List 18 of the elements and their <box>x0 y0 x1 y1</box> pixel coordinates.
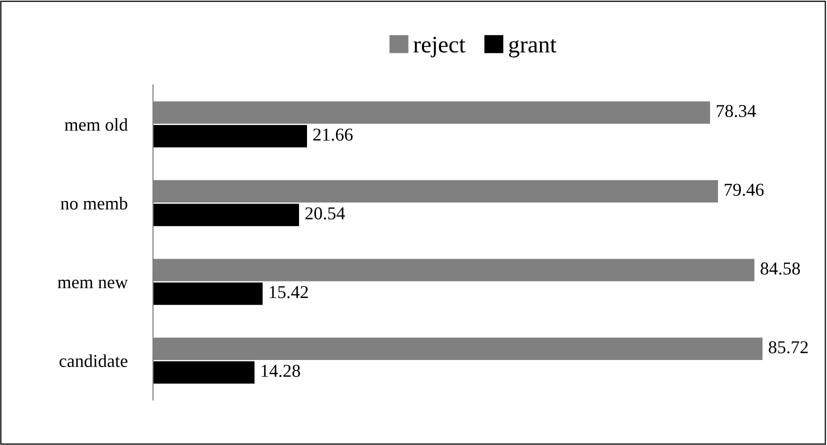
data-label: 21.66 <box>313 128 353 141</box>
data-label: 20.54 <box>305 207 345 220</box>
data-label: 84.58 <box>760 262 800 275</box>
y-tick-label: mem old <box>64 118 128 131</box>
bar <box>153 282 263 305</box>
legend-label: reject <box>414 36 466 58</box>
bar <box>153 361 255 384</box>
data-label: 14.28 <box>262 364 300 378</box>
data-label: 85.72 <box>768 341 808 354</box>
data-label: 79.46 <box>724 184 764 196</box>
legend-label: grant <box>509 39 556 58</box>
data-label: 15.42 <box>270 286 308 298</box>
y-tick-label: candidate <box>60 354 128 368</box>
bar <box>153 204 300 226</box>
y-tick-label: mem new <box>58 280 128 288</box>
y-tick-label: no memb <box>60 196 128 210</box>
data-label: 78.34 <box>716 104 756 118</box>
bar <box>153 124 308 148</box>
